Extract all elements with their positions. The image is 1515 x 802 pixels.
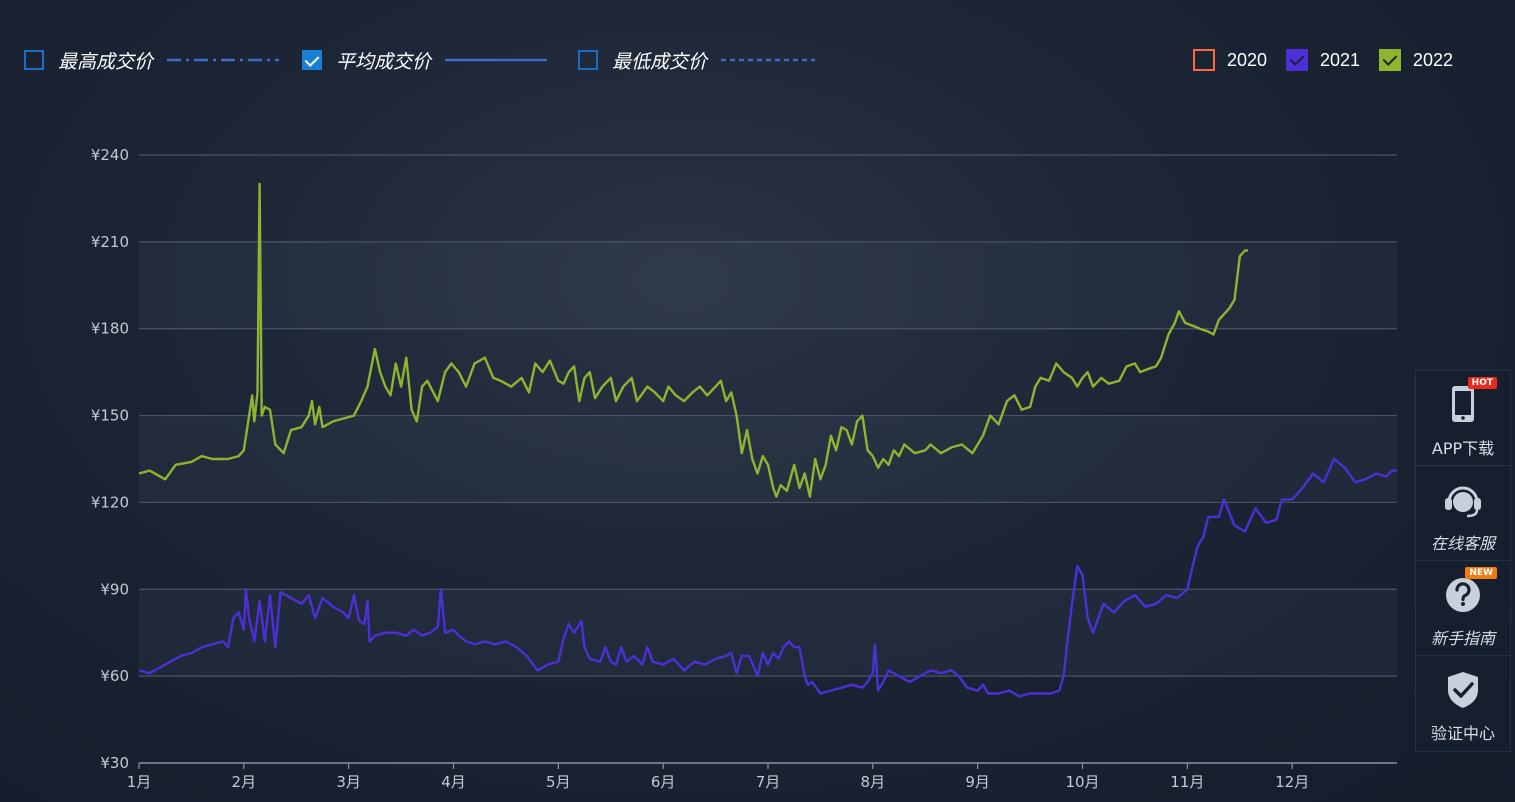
min-price-label: 最低成交价	[612, 50, 708, 73]
y-tick-label: ¥60	[100, 667, 129, 685]
x-tick-label: 11月	[1170, 773, 1204, 791]
avg-price-label: 平均成交价	[336, 50, 432, 73]
y-tick-label: ¥180	[91, 320, 129, 338]
app-download-label: APP下载	[1431, 439, 1495, 458]
grid-band	[139, 241, 1397, 329]
chart-legend: 最高成交价 平均成交价 最低成交价 2020 2021 2022	[0, 40, 1515, 80]
y-tick-label: ¥240	[91, 146, 129, 164]
hot-badge: HOT	[1467, 377, 1497, 389]
x-tick-label: 1月	[127, 773, 152, 791]
online-service-button[interactable]: 在线客服	[1416, 466, 1510, 561]
legend-max-price[interactable]: 最高成交价	[24, 40, 280, 80]
legend-avg-price[interactable]: 平均成交价	[302, 40, 548, 80]
series-line-2022	[138, 182, 1249, 498]
y-tick-label: ¥30	[100, 754, 129, 772]
x-tick-label: 7月	[756, 773, 781, 791]
x-tick-label: 5月	[546, 773, 571, 791]
x-tick-label: 12月	[1275, 773, 1309, 791]
series-line-2021	[138, 457, 1397, 698]
new-badge: NEW	[1465, 567, 1497, 579]
x-tick-label: 4月	[441, 773, 466, 791]
y-tick-label: ¥90	[100, 580, 129, 598]
x-tick-label: 9月	[965, 773, 990, 791]
verification-center-label: 验证中心	[1430, 724, 1495, 743]
dash-dot-line-icon	[167, 58, 280, 62]
year-2020-checkbox[interactable]	[1193, 49, 1215, 71]
legend-min-price[interactable]: 最低成交价	[578, 40, 816, 80]
x-tick-label: 2月	[232, 773, 257, 791]
legend-year-2020[interactable]: 2020	[1193, 40, 1267, 80]
headset-icon	[1441, 478, 1485, 522]
max-price-checkbox[interactable]	[24, 50, 44, 70]
y-tick-label: ¥120	[91, 493, 129, 511]
app-download-button[interactable]: HOT APP下载	[1416, 371, 1510, 466]
year-2020-label: 2020	[1227, 49, 1268, 70]
legend-year-2022[interactable]: 2022	[1379, 40, 1453, 80]
beginner-guide-label: 新手指南	[1430, 629, 1495, 648]
question-icon: NEW	[1441, 567, 1497, 617]
side-toolbar: HOT APP下载 在线客服 NEW 新手指南	[1415, 370, 1511, 752]
x-tick-label: 3月	[336, 773, 361, 791]
grid-band	[139, 415, 1397, 503]
x-tick-label: 6月	[651, 773, 676, 791]
x-tick-label: 10月	[1065, 773, 1099, 791]
year-2022-label: 2022	[1413, 49, 1454, 70]
y-tick-label: ¥210	[91, 233, 129, 251]
shield-check-icon	[1441, 668, 1485, 712]
avg-price-checkbox[interactable]	[302, 50, 322, 70]
solid-line-icon	[445, 58, 548, 62]
min-price-checkbox[interactable]	[578, 50, 598, 70]
max-price-label: 最高成交价	[58, 50, 154, 73]
year-2021-checkbox[interactable]	[1286, 49, 1308, 71]
verification-center-button[interactable]: 验证中心	[1416, 656, 1510, 751]
year-2022-checkbox[interactable]	[1379, 49, 1401, 71]
x-tick-label: 8月	[861, 773, 886, 791]
dashed-line-icon	[721, 58, 816, 62]
phone-icon: HOT	[1441, 377, 1497, 427]
year-2021-label: 2021	[1320, 49, 1361, 70]
y-tick-label: ¥150	[91, 407, 129, 425]
online-service-label: 在线客服	[1430, 534, 1495, 553]
legend-year-2021[interactable]: 2021	[1286, 40, 1360, 80]
beginner-guide-button[interactable]: NEW 新手指南	[1416, 561, 1510, 656]
